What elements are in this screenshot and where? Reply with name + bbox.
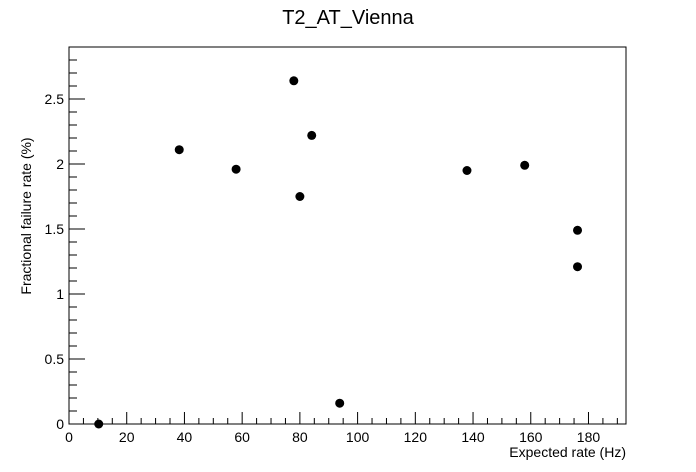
data-point [231, 164, 241, 174]
x-tick-label: 40 [177, 429, 193, 445]
data-point [174, 145, 184, 155]
x-tick-label: 20 [119, 429, 135, 445]
y-tick-label: 1.5 [45, 221, 65, 237]
data-point [335, 398, 345, 408]
y-tick-label: 2 [56, 156, 64, 172]
data-point [307, 130, 317, 140]
data-point [295, 192, 305, 201]
plot-frame [68, 46, 627, 425]
data-point [573, 262, 583, 272]
x-tick-label: 80 [292, 429, 308, 445]
data-point [573, 225, 583, 235]
y-tick-label: 0 [56, 416, 64, 432]
x-axis-ticks: 0 20 40 60 80 100 120 140 160 180 [65, 412, 618, 445]
data-point [462, 166, 472, 175]
x-tick-label: 120 [404, 429, 428, 445]
data-point [94, 419, 104, 429]
y-tick-label: 0.5 [45, 351, 65, 367]
x-tick-label: 160 [519, 429, 543, 445]
y-axis-label: Fractional failure rate (%) [18, 137, 34, 294]
x-tick-label: 100 [346, 429, 370, 445]
y-tick-label: 2.5 [45, 91, 65, 107]
x-axis-label: Expected rate (Hz) [509, 444, 626, 460]
data-point [520, 160, 530, 170]
data-point [289, 76, 299, 86]
x-tick-label: 180 [577, 429, 601, 445]
data-points [94, 76, 583, 429]
x-tick-label: 0 [65, 429, 73, 445]
chart-title: T2_AT_Vienna [282, 7, 414, 29]
y-axis-ticks: 0 0.5 1 1.5 2 2.5 [45, 59, 85, 432]
x-tick-label: 140 [461, 429, 485, 445]
x-tick-label: 60 [234, 429, 250, 445]
y-tick-label: 1 [56, 286, 64, 302]
